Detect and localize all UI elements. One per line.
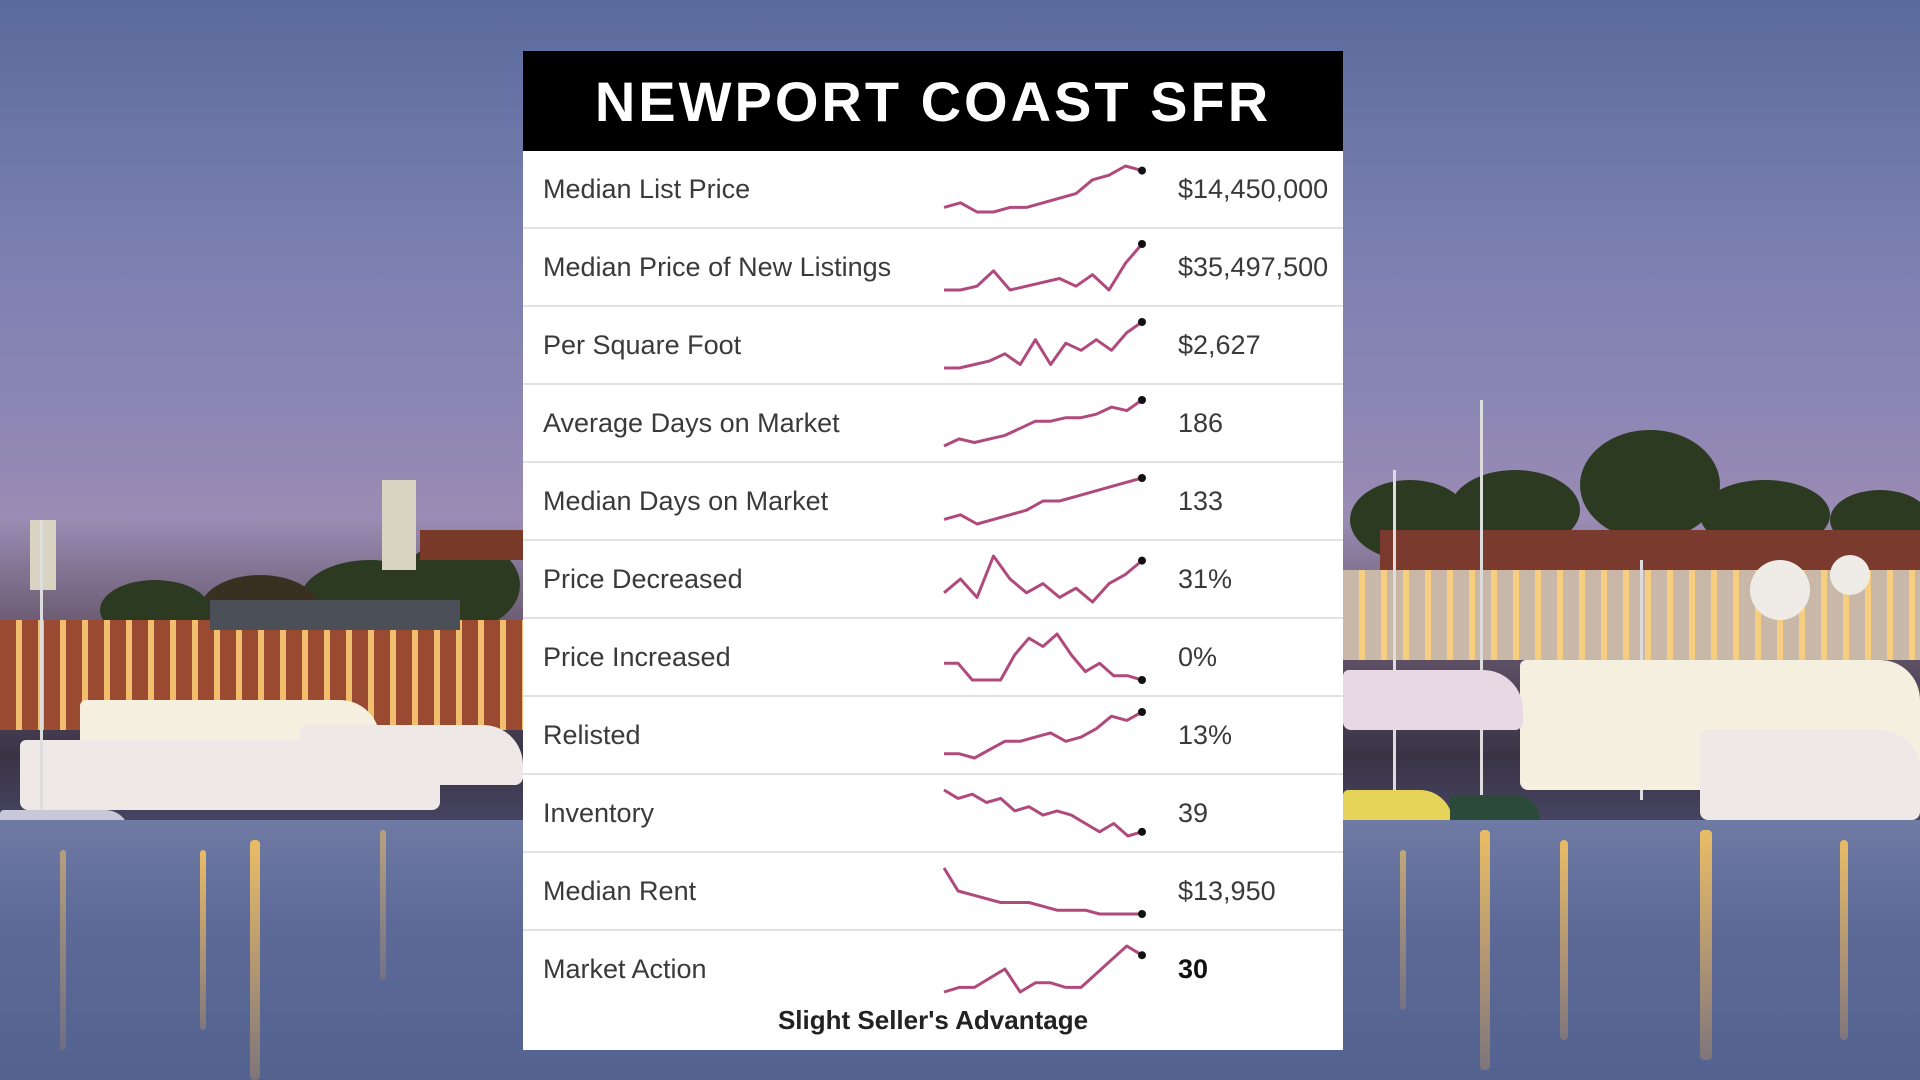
sparkline-endpoint [1138,951,1146,960]
metric-row: Median Rent $13,950 [523,853,1343,931]
metric-value: $35,497,500 [1178,251,1329,282]
metric-label: Price Increased [543,641,731,672]
metric-label: Relisted [543,719,641,750]
metric-label: Market Action [543,953,707,984]
metric-row: Per Square Foot $2,627 [523,307,1343,385]
sparkline-endpoint [1138,166,1146,175]
sparkline [944,318,1146,370]
metric-value: 13% [1178,719,1233,750]
sparkline-endpoint [1138,910,1146,918]
sparkline-trend [943,554,1143,604]
metric-value: 186 [1178,407,1224,438]
sparkline-trend [943,476,1143,526]
sparkline [944,632,1146,684]
card-title: NEWPORT COAST SFR [523,51,1343,151]
metric-value: 31% [1178,563,1233,594]
metric-value: $14,450,000 [1178,173,1329,204]
sparkline-endpoint [1138,676,1146,684]
market-stats-card: NEWPORT COAST SFR Median List Price $14,4… [523,51,1343,1050]
metric-row: Median Price of New Listings $35,497,500 [523,229,1343,307]
sparkline-trend [944,243,1144,292]
sparkline-trend [944,320,1143,370]
sparkline-trend [944,632,1143,682]
metric-value: 0% [1178,641,1218,672]
sparkline-trend [943,788,1143,838]
sparkline [944,708,1146,760]
sparkline [944,240,1146,292]
sparkline [943,944,1146,994]
sparkline-endpoint [1138,396,1146,404]
sparkline [943,396,1146,448]
sparkline-trend [943,164,1143,214]
sparkline-trend [943,944,1143,994]
sparkline-trend [943,398,1143,448]
metric-label: Median Rent [543,875,697,906]
sparkline [942,867,1146,918]
sparkline-endpoint [1138,240,1146,248]
sparkline-endpoint [1138,827,1146,836]
sparkline [943,788,1146,838]
metrics-list: Median List Price $14,450,000 Median Price… [523,151,1343,1007]
metric-label: Average Days on Market [543,407,840,438]
metric-value: 39 [1178,797,1209,828]
metric-label: Price Decreased [543,563,743,594]
metric-row: Median List Price $14,450,000 [523,151,1343,229]
metric-value: 30 [1178,953,1209,984]
metric-row: Average Days on Market 186 [523,385,1343,463]
sparkline-endpoint [1138,708,1146,716]
sparkline-endpoint [1138,474,1146,482]
sparkline-endpoint [1138,556,1146,565]
sparkline-endpoint [1138,318,1146,326]
market-condition-note: Slight Seller's Advantage [777,1005,1089,1035]
metric-label: Median Price of New Listings [543,251,892,282]
metric-value: 133 [1178,485,1224,516]
metric-row: Inventory 39 [523,775,1343,853]
metric-row: Relisted 13% [523,697,1343,775]
sparkline [943,554,1146,604]
sparkline-trend [944,710,1143,760]
metric-row: Price Decreased 31% [523,541,1343,619]
metric-row: Median Days on Market 133 [523,463,1343,541]
metric-row: Market Action 30 [523,931,1343,1007]
sparkline [943,164,1146,214]
sparkline [943,474,1146,526]
metric-label: Median List Price [543,173,751,204]
sparkline-trend [942,867,1142,916]
metric-value: $2,627 [1178,329,1261,360]
metric-label: Inventory [543,797,655,828]
metric-value: $13,950 [1178,875,1276,906]
metric-label: Median Days on Market [543,485,829,516]
metric-row: Price Increased 0% [523,619,1343,697]
metric-label: Per Square Foot [543,329,742,360]
